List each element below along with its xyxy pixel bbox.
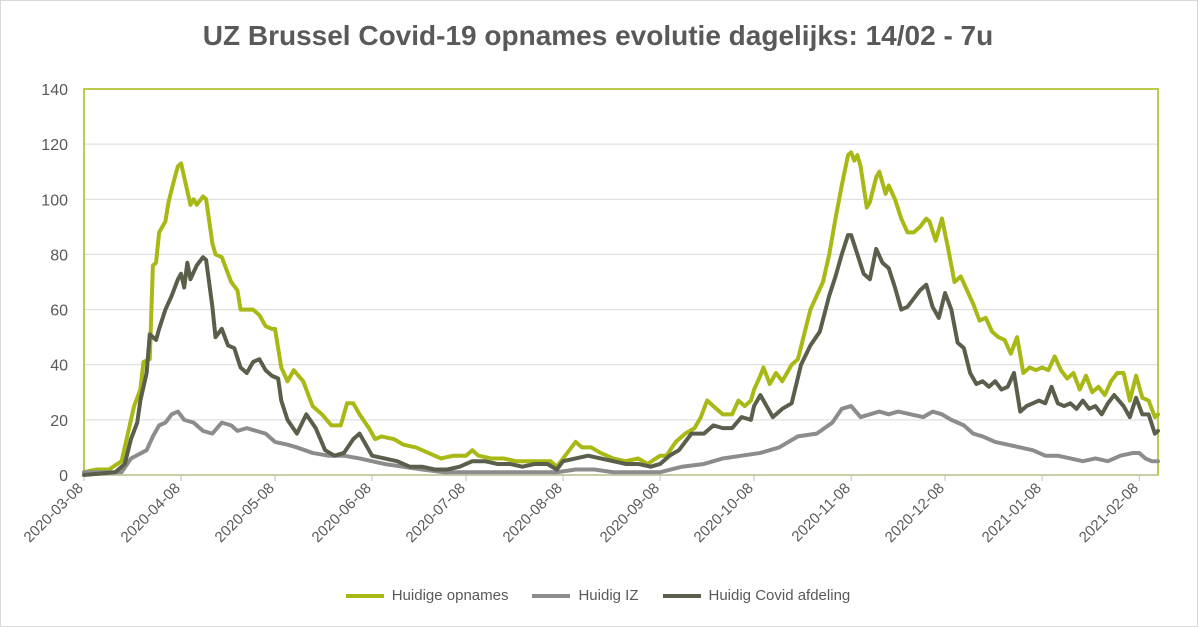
y-tick-label: 100 [41,192,68,209]
y-tick-label: 0 [59,468,68,485]
series-line-2 [82,404,1160,475]
y-tick-label: 120 [41,137,68,154]
chart-legend: Huidige opnames Huidig IZ Huidig Covid afd… [0,587,1196,604]
x-tick-label: 2020-07-08 [403,480,469,546]
plot-area-border [83,88,1159,476]
legend-swatch [532,593,571,598]
y-tick-label: 60 [50,303,68,320]
legend-item: Huidig IZ [532,587,639,604]
y-tick-label: 80 [50,247,68,264]
x-tick-label: 2020-03-08 [21,480,87,546]
series-line-3 [82,233,1160,477]
legend-label: Huidig Covid afdeling [708,587,851,604]
x-tick-label: 2020-11-08 [788,480,853,545]
x-tick-label: 2020-09-08 [597,480,663,546]
x-tick-label: 2020-06-08 [309,480,375,546]
series-line-1 [82,150,1160,475]
legend-item: Huidige opnames [345,587,509,604]
legend-label: Huidig IZ [578,587,639,604]
chart-title: UZ Brussel Covid-19 opnames evolutie dag… [202,20,994,51]
legend-label: Huidige opnames [391,587,509,604]
x-tick-label: 2020-08-08 [500,480,566,546]
legend-swatch [345,593,384,598]
y-tick-label: 40 [50,358,68,375]
x-tick-label: 2020-05-08 [212,480,278,546]
x-tick-label: 2020-10-08 [691,480,757,546]
legend-item: Huidig Covid afdeling [662,587,851,604]
x-tick-label: 2020-12-08 [882,480,948,546]
y-tick-label: 20 [50,413,68,430]
x-tick-label: 2020-04-08 [118,480,184,546]
y-tick-label: 140 [41,82,68,99]
x-tick-label: 2021-02-08 [1076,480,1142,546]
legend-swatch [662,593,701,598]
x-tick-label: 2021-01-08 [979,480,1045,546]
